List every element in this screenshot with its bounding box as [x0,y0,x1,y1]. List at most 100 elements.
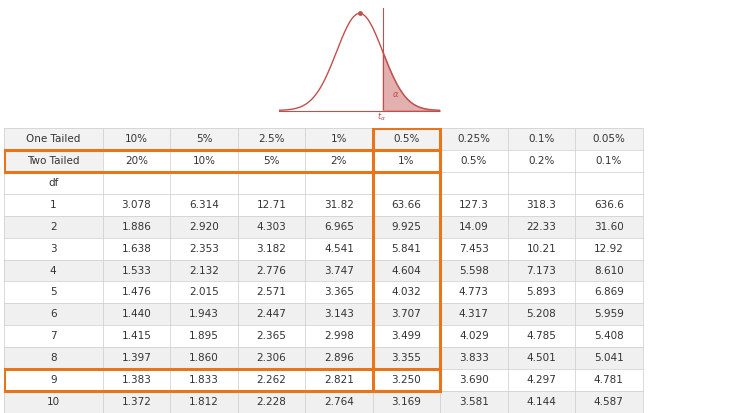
Text: 1.638: 1.638 [122,244,151,254]
Bar [440,172,508,194]
Bar [440,325,508,347]
Text: 4.303: 4.303 [257,222,286,232]
Text: 1.533: 1.533 [122,266,151,275]
Text: 0.1%: 0.1% [528,134,554,144]
Text: df: df [48,178,59,188]
Text: 3.581: 3.581 [459,397,489,407]
Bar [4,304,103,325]
Text: 3.833: 3.833 [459,353,489,363]
Text: 4.587: 4.587 [594,397,624,407]
Text: 4: 4 [50,266,57,275]
Text: 5%: 5% [264,156,280,166]
Bar [103,216,170,237]
Text: $t_α$: $t_α$ [377,111,386,123]
Bar [575,347,642,369]
Text: 0.1%: 0.1% [595,156,622,166]
Text: 7.173: 7.173 [526,266,556,275]
Text: 3.169: 3.169 [391,397,421,407]
Text: 31.82: 31.82 [324,200,354,210]
Bar [305,347,373,369]
Bar [170,304,238,325]
Bar [508,282,575,304]
Bar [440,128,508,150]
Bar [170,282,238,304]
Bar [103,194,170,216]
Bar [4,237,103,259]
Text: 2.015: 2.015 [189,287,219,297]
Text: 3.078: 3.078 [122,200,151,210]
Bar [4,259,103,282]
Text: 20%: 20% [125,156,148,166]
Bar [305,369,373,391]
Bar [4,172,103,194]
Bar [575,325,642,347]
Bar [4,369,103,391]
Text: 1.397: 1.397 [122,353,151,363]
Text: 9.925: 9.925 [391,222,421,232]
Bar [440,369,508,391]
Text: 5.598: 5.598 [459,266,489,275]
Bar [508,391,575,413]
Text: 1%: 1% [330,134,347,144]
Text: 9: 9 [50,375,57,385]
Text: 1.895: 1.895 [189,331,219,341]
Bar [4,391,103,413]
Text: 2.821: 2.821 [324,375,354,385]
Text: 2.5%: 2.5% [258,134,285,144]
Bar [238,194,305,216]
Bar [170,172,238,194]
Text: 0.05%: 0.05% [592,134,625,144]
Text: 6: 6 [50,309,57,319]
Text: 0.5%: 0.5% [393,134,420,144]
Bar [508,194,575,216]
Bar [103,128,170,150]
Text: 2.920: 2.920 [189,222,219,232]
Bar [575,216,642,237]
Text: 3.747: 3.747 [324,266,354,275]
Bar [508,347,575,369]
Text: 10.21: 10.21 [526,244,556,254]
Text: 3.499: 3.499 [391,331,421,341]
Bar [4,325,103,347]
Text: 4.144: 4.144 [526,397,556,407]
Bar [170,325,238,347]
Bar [103,172,170,194]
Text: 4.317: 4.317 [459,309,489,319]
Bar [305,172,373,194]
Text: 1.833: 1.833 [189,375,219,385]
Text: 2.776: 2.776 [256,266,286,275]
Text: 1%: 1% [398,156,415,166]
Text: 4.501: 4.501 [526,353,556,363]
Bar [305,259,373,282]
Bar [508,237,575,259]
Bar [103,282,170,304]
Bar [508,150,575,172]
Bar [305,304,373,325]
Text: 0.5%: 0.5% [461,156,487,166]
Text: 1.440: 1.440 [122,309,151,319]
Bar [305,128,373,150]
Bar [575,369,642,391]
Text: 1.476: 1.476 [122,287,151,297]
Text: 2%: 2% [330,156,347,166]
Text: 3: 3 [50,244,57,254]
Text: 3.143: 3.143 [324,309,354,319]
Text: 4.785: 4.785 [526,331,556,341]
Bar [575,237,642,259]
Bar [238,237,305,259]
Text: 3.355: 3.355 [391,353,421,363]
Text: 8: 8 [50,353,57,363]
Bar [508,216,575,237]
Text: 14.09: 14.09 [459,222,489,232]
Bar [170,259,238,282]
Bar [103,391,170,413]
Bar [373,150,440,172]
Bar [4,194,103,216]
Text: 2.228: 2.228 [256,397,286,407]
Bar [440,282,508,304]
Text: 63.66: 63.66 [391,200,421,210]
Text: 2.365: 2.365 [256,331,286,341]
Bar [238,282,305,304]
Bar [238,325,305,347]
Text: 6.869: 6.869 [594,287,624,297]
